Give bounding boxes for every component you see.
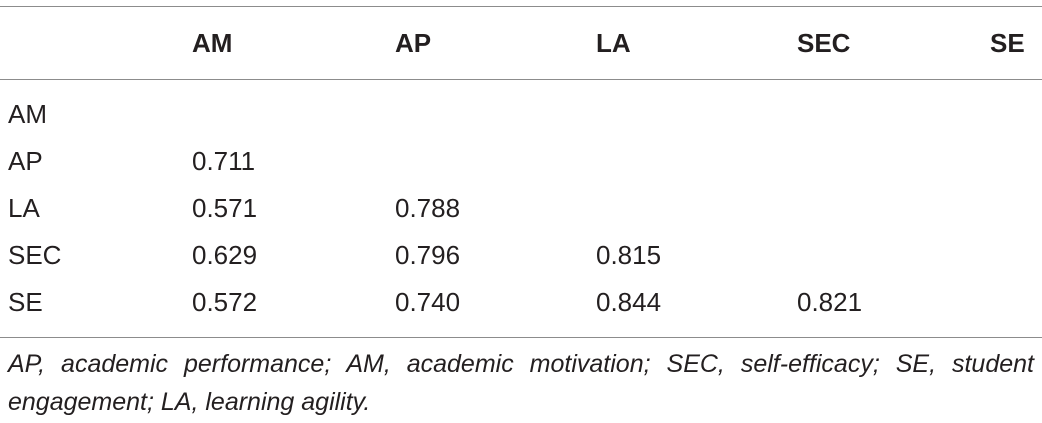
table-cell [192, 79, 395, 138]
table-cell: 0.711 [192, 146, 256, 176]
header-cell-empty [0, 7, 192, 79]
table-cell [596, 138, 797, 185]
table-cell [596, 185, 797, 232]
table-cell [990, 79, 1042, 138]
table-row: LA 0.571 0.788 [0, 185, 1042, 232]
table-cell [797, 185, 990, 232]
table-cell [990, 232, 1042, 279]
table-row: AM [0, 79, 1042, 138]
row-label: AM [8, 99, 47, 129]
table-top-rule [0, 6, 1042, 7]
table-cell [797, 232, 990, 279]
table-cell [797, 138, 990, 185]
row-label: LA [8, 193, 40, 223]
table-cell [395, 138, 596, 185]
table-cell: 0.844 [596, 287, 662, 317]
table-cell: 0.821 [797, 287, 863, 317]
table-row: SE 0.572 0.740 0.844 0.821 [0, 279, 1042, 326]
row-label: AP [8, 146, 43, 176]
table-row: AP 0.711 [0, 138, 1042, 185]
table-cell [990, 185, 1042, 232]
header-cell-ap: AP [395, 27, 432, 58]
table-cell [596, 79, 797, 138]
table-bottom-rule [0, 337, 1042, 338]
table-cell: 0.796 [395, 240, 461, 270]
table-footnote: AP, academic performance; AM, academic m… [8, 350, 1034, 416]
correlation-table: AM AP LA SEC SE AM AP 0.711 [0, 7, 1042, 326]
table-header-row: AM AP LA SEC SE [0, 7, 1042, 79]
table-cell [797, 79, 990, 138]
table-cell: 0.788 [395, 193, 461, 223]
header-cell-am: AM [192, 27, 233, 58]
table-header-rule [0, 79, 1042, 80]
header-cell-la: LA [596, 27, 631, 58]
row-label: SEC [8, 240, 62, 270]
header-cell-sec: SEC [797, 27, 851, 58]
table-cell: 0.571 [192, 193, 258, 223]
table-cell: 0.572 [192, 287, 258, 317]
table-cell: 0.740 [395, 287, 461, 317]
header-cell-se: SE [990, 27, 1025, 58]
table-cell: 0.629 [192, 240, 258, 270]
row-label: SE [8, 287, 43, 317]
table-cell [990, 138, 1042, 185]
table-cell [990, 279, 1042, 326]
table-cell [395, 79, 596, 138]
table-row: SEC 0.629 0.796 0.815 [0, 232, 1042, 279]
table-cell: 0.815 [596, 240, 662, 270]
